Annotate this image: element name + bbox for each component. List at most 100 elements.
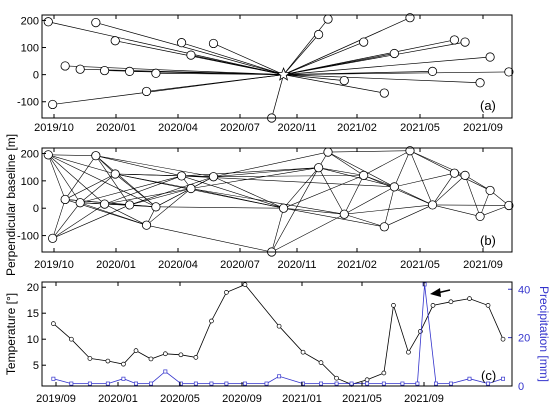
interferogram-pair-line — [129, 188, 192, 206]
interferogram-pair-line — [181, 175, 284, 209]
temperature-point — [318, 360, 324, 365]
x-tick-label: 2021/05 — [342, 393, 382, 405]
interferogram-pair-line — [454, 172, 491, 191]
y-tick-label: 200 — [21, 15, 39, 27]
interferogram-pair-line — [363, 175, 433, 206]
interferogram-pair-line — [271, 167, 319, 253]
acquisition-point — [405, 146, 415, 156]
interferogram-pair-line — [409, 150, 433, 206]
panel-a-baseline-star: -100 0 100 200 2019/10 2020/01 2020/04 2020/07… — [17, 13, 514, 134]
interferogram-pair-line — [48, 154, 116, 175]
acquisition-point — [379, 222, 389, 232]
panel-c-label: (c) — [481, 368, 496, 383]
precipitation-point — [149, 381, 153, 386]
interferogram-pair-line — [48, 154, 157, 208]
interferogram-pair-line — [432, 175, 466, 206]
connection-line — [283, 71, 509, 75]
interferogram-pair-line — [479, 190, 491, 217]
x-tick-label: 2020/07 — [220, 259, 260, 271]
x-tick-label: 2020/11 — [278, 122, 317, 134]
x-tick-label: 2020/01 — [96, 259, 136, 271]
x-tick-label: 2020/09 — [222, 393, 262, 405]
x-tick-label: 2020/07 — [220, 122, 260, 134]
temperature-point — [178, 352, 184, 358]
acquisition-point — [151, 202, 161, 212]
acquisition-point — [176, 38, 187, 48]
interferogram-pair-line — [95, 155, 157, 208]
interferogram-pair-line — [283, 175, 364, 209]
temperature-point — [276, 323, 282, 329]
x-tick-label: 2021/09 — [404, 393, 444, 405]
acquisition-point — [485, 52, 495, 62]
acquisition-point — [504, 200, 514, 211]
temperature-point — [193, 355, 199, 360]
interferogram-pair-line — [64, 155, 97, 200]
precipitation-point — [400, 381, 405, 386]
interferogram-pair-line — [464, 175, 481, 217]
connection-line — [283, 39, 455, 75]
precipitation-point — [134, 381, 138, 386]
y-tick-label: 100 — [21, 176, 39, 188]
interferogram-pair-line — [48, 154, 105, 205]
acquisition-point — [60, 61, 70, 71]
panel-b-acquisitions — [43, 146, 514, 257]
connection-line — [190, 54, 284, 75]
acquisition-point — [323, 14, 333, 24]
connection-line — [283, 17, 411, 75]
acquisition-point — [176, 171, 187, 181]
precipitation-point — [264, 381, 269, 386]
y-tick-label: 0 — [33, 203, 39, 215]
interferogram-pair-line — [271, 213, 345, 253]
precipitation-point — [448, 381, 453, 386]
y-tick-label: -100 — [17, 231, 39, 243]
temperature-point — [391, 303, 396, 308]
precipitation-point — [51, 376, 56, 381]
connection-line — [181, 42, 284, 75]
temperature-point — [364, 377, 370, 383]
y-tick-label: 20 — [27, 282, 39, 294]
precipitation-point — [224, 381, 229, 386]
x-tick-label: 2021/02 — [337, 122, 377, 134]
x-tick-label: 2019/10 — [34, 122, 74, 134]
acquisition-point — [43, 17, 53, 27]
interferogram-pair-line — [115, 173, 157, 208]
x-tick-label: 2020/05 — [160, 393, 200, 405]
panel-b-label: (b) — [480, 233, 496, 248]
x-tick-label: 2021/05 — [400, 259, 440, 271]
temperature-point — [105, 358, 111, 364]
acquisition-point — [99, 199, 110, 209]
interferogram-pair-line — [432, 204, 481, 217]
interferogram-pair-line — [52, 202, 81, 239]
temperature-point — [430, 303, 436, 308]
interferogram-pair-line — [213, 176, 284, 209]
interferogram-pair-line — [79, 173, 116, 203]
panel-c-temperature-precipitation: 5 10 15 20 0 20 40 2019/09 2020/01 2020/05 2020/… — [4, 281, 550, 405]
precipitation-point — [319, 381, 323, 386]
interferogram-pair-line — [52, 199, 66, 239]
acquisition-point — [186, 50, 196, 60]
acquisition-point — [60, 194, 70, 205]
acquisition-point — [314, 29, 324, 40]
interferogram-pair-line — [432, 173, 455, 206]
panel-a-acquisitions — [43, 13, 514, 123]
interferogram-pair-line — [80, 202, 147, 226]
acquisition-point — [405, 13, 415, 23]
acquisition-point — [449, 168, 460, 178]
connection-line — [283, 41, 466, 75]
interferogram-pair-line — [327, 151, 364, 176]
precipitation-point — [486, 381, 491, 386]
acquisition-point — [379, 88, 389, 98]
temperature-point — [148, 356, 154, 362]
acquisition-point — [475, 78, 485, 88]
interferogram-pair-line — [394, 186, 433, 206]
y2-tick-label: 40 — [518, 284, 530, 296]
connection-line — [283, 34, 319, 75]
interferogram-pair-line — [283, 207, 385, 228]
panel-c-left-ticks: 5 10 15 20 — [27, 282, 46, 372]
acquisition-point — [389, 182, 399, 192]
acquisition-point — [460, 170, 470, 180]
connection-line — [283, 56, 491, 75]
acquisition-point — [339, 209, 349, 219]
acquisition-point — [91, 151, 101, 161]
acquisition-point — [359, 37, 369, 47]
